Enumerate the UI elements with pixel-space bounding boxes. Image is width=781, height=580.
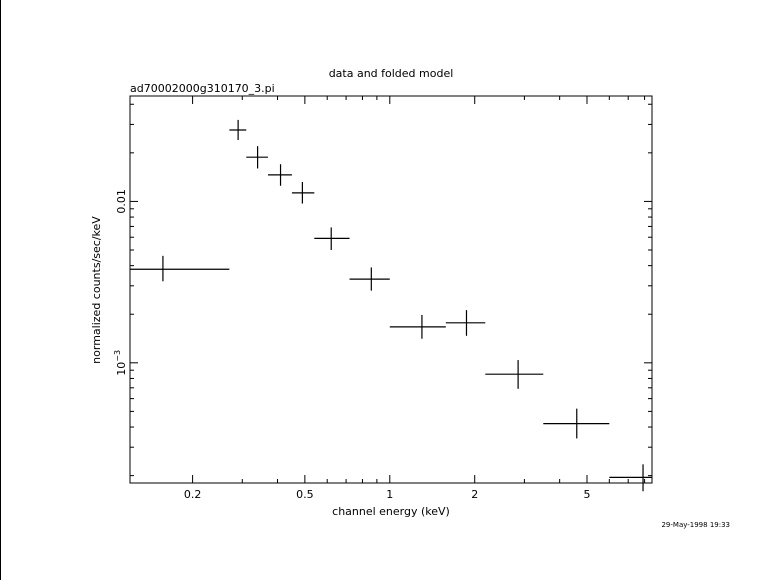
data-points <box>130 119 652 492</box>
data-point <box>130 255 230 282</box>
data-point <box>389 314 446 339</box>
y-axis-label: normalized counts/sec/keV <box>90 216 103 364</box>
x-axis-ticks: 0.2 0.5 1 2 5 <box>184 488 591 501</box>
data-point <box>291 181 315 204</box>
x-tick-label: 5 <box>583 488 590 501</box>
data-point <box>267 164 292 186</box>
data-point <box>246 146 268 169</box>
x-tick-label: 0.2 <box>184 488 202 501</box>
minor-ticks <box>130 96 652 483</box>
data-point <box>314 227 350 251</box>
y-tick-label: 10−3 <box>113 350 128 376</box>
data-point <box>609 464 652 492</box>
plot-frame <box>129 95 653 484</box>
plot-timestamp: 29-May-1998 19:33 <box>661 521 730 529</box>
data-point <box>543 408 610 439</box>
chart-subtitle: ad70002000g310170_3.pi <box>130 82 275 95</box>
x-tick-label: 1 <box>386 488 393 501</box>
y-tick-label: 0.01 <box>115 189 128 214</box>
data-point <box>485 360 544 389</box>
x-tick-label: 2 <box>471 488 478 501</box>
page-left-border <box>0 0 1 580</box>
chart-title: data and folded model <box>329 67 454 80</box>
data-point <box>229 119 247 141</box>
data-point <box>445 310 486 336</box>
y-axis-ticks: 0.01 10−3 <box>113 189 128 376</box>
x-axis-label: channel energy (keV) <box>332 505 450 518</box>
x-tick-label: 0.5 <box>296 488 314 501</box>
data-point <box>349 267 390 291</box>
